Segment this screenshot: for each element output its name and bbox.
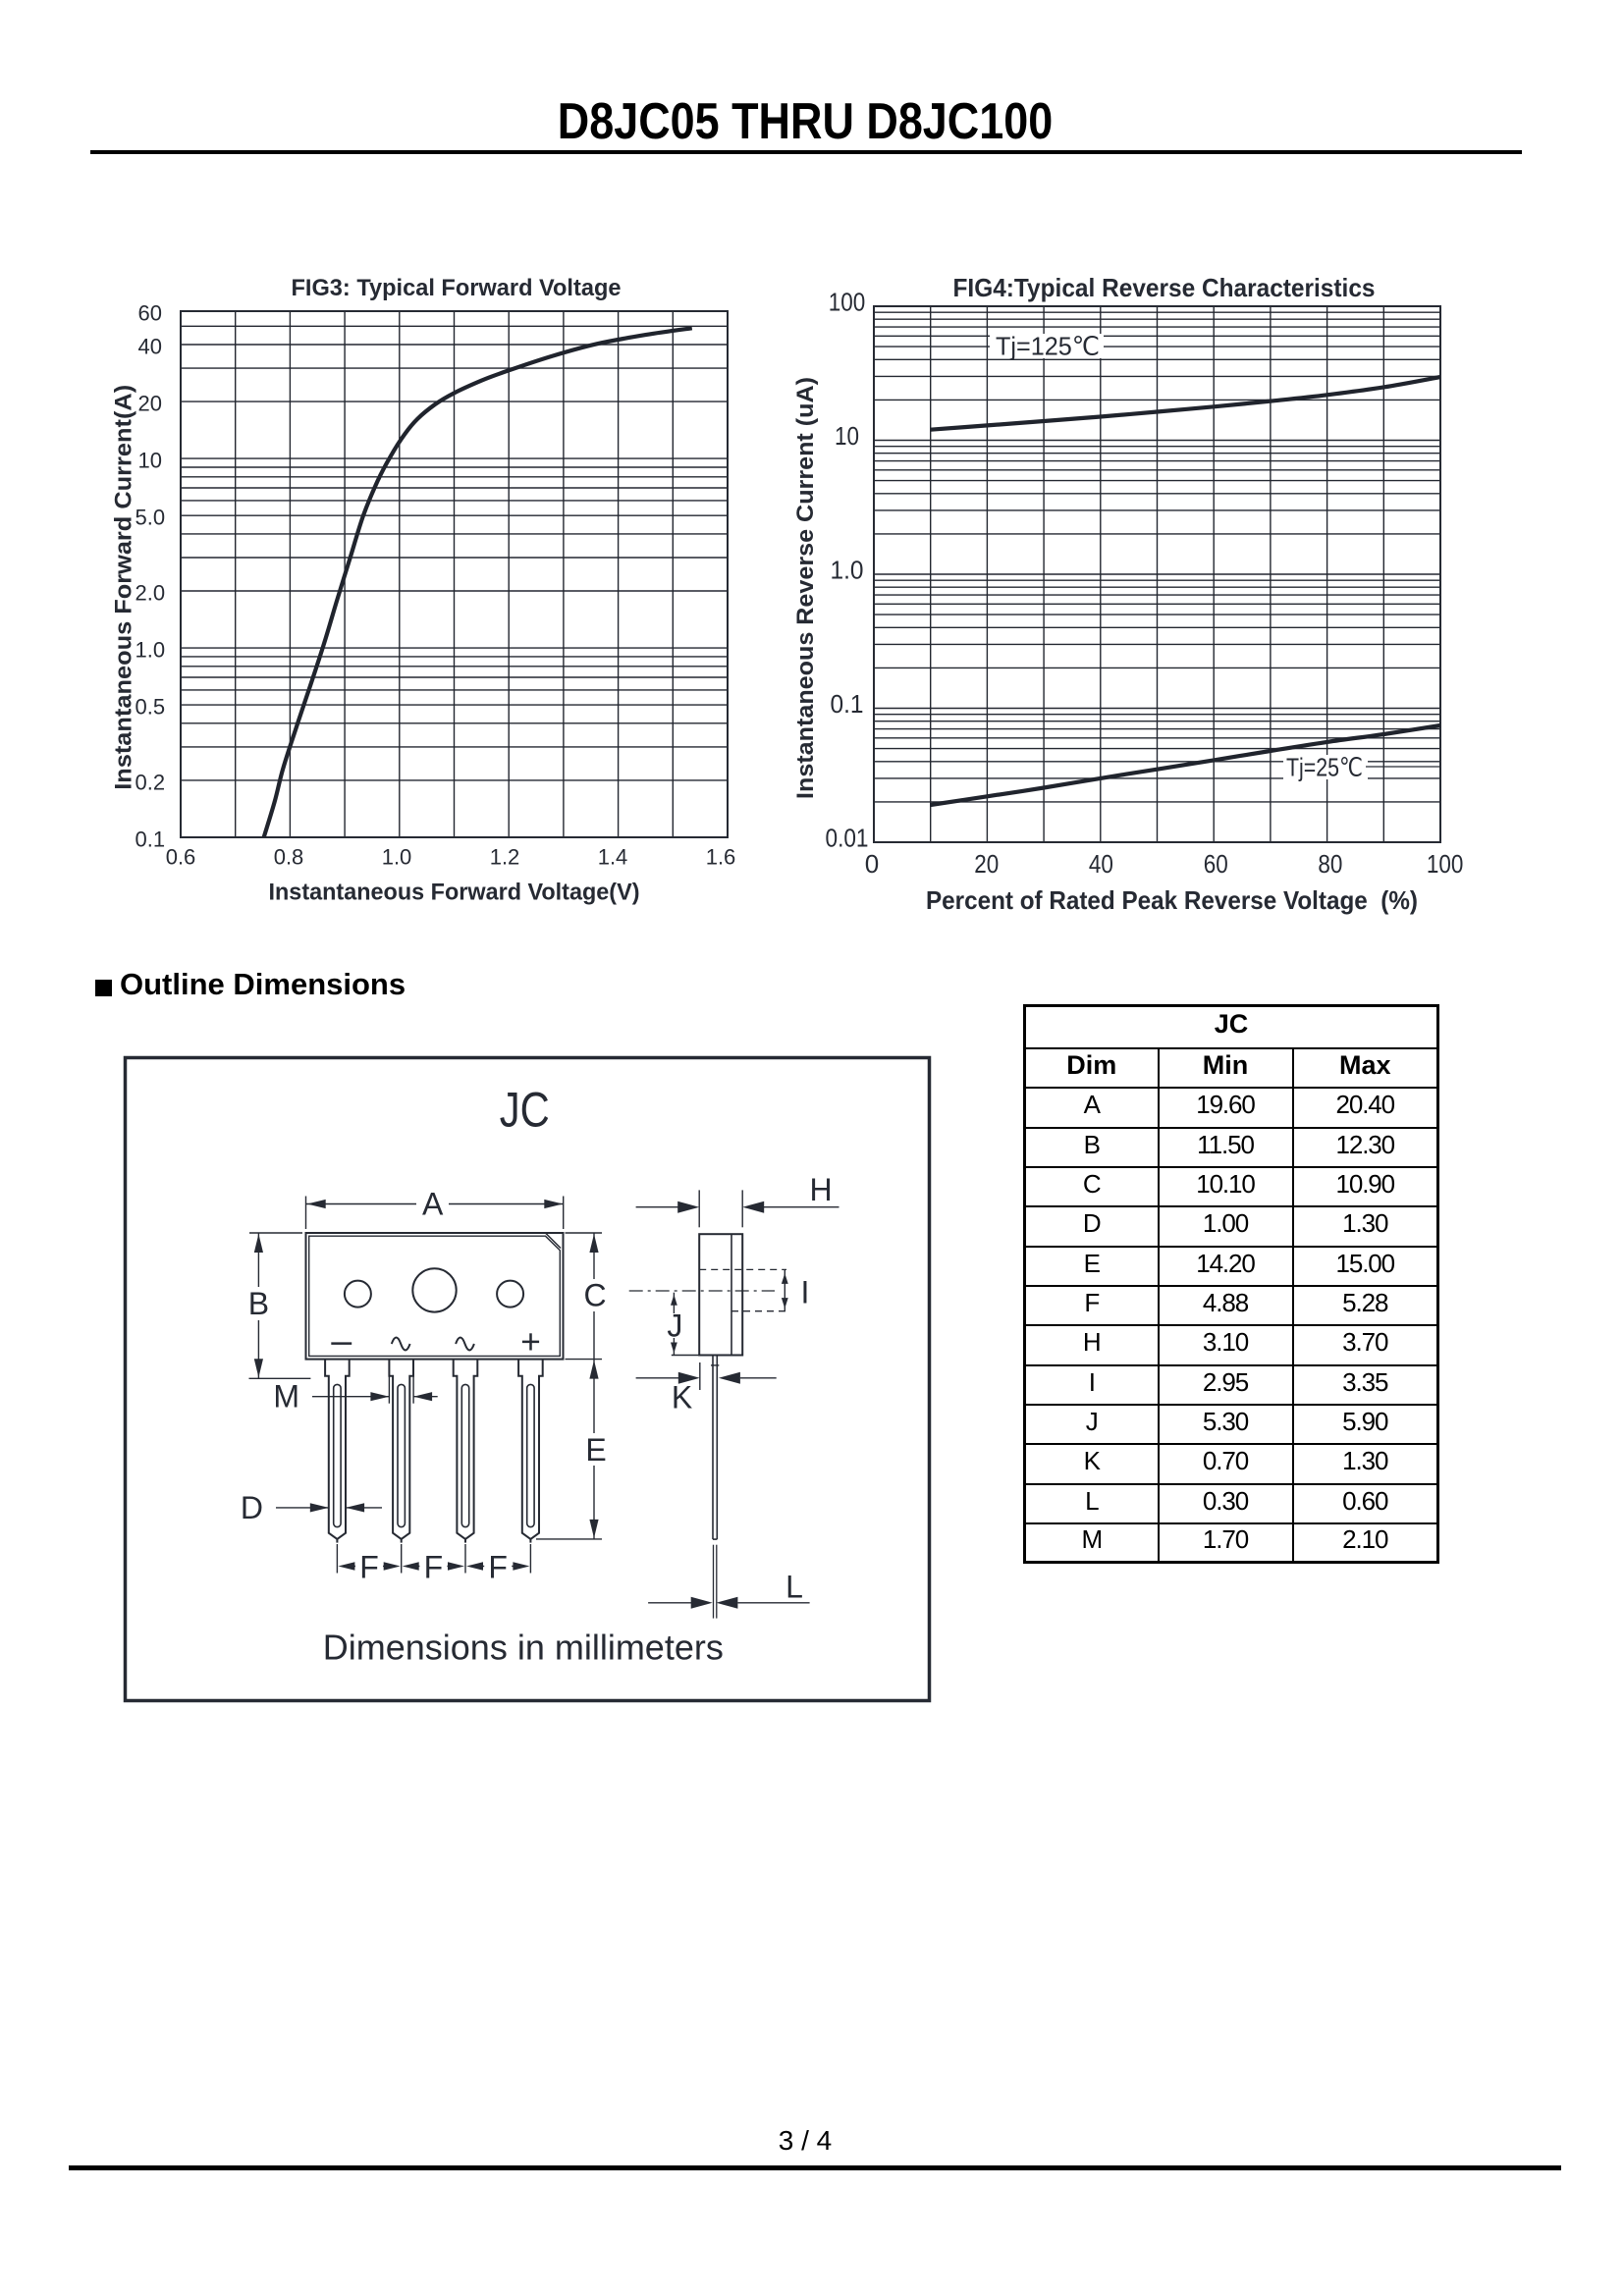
svg-text:FIG4:Typical Reverse Character: FIG4:Typical Reverse Characteristics (953, 273, 1376, 302)
svg-text:60: 60 (1204, 849, 1228, 879)
svg-text:F: F (488, 1550, 508, 1585)
svg-text:K: K (672, 1380, 692, 1415)
svg-text:Tj=125℃: Tj=125℃ (996, 332, 1100, 361)
svg-text:Instantaneous Forward Voltage(: Instantaneous Forward Voltage(V) (269, 880, 640, 906)
svg-text:Instantaneous Forward Current(: Instantaneous Forward Current(A) (111, 385, 137, 790)
svg-text:F: F (424, 1550, 444, 1585)
svg-text:100: 100 (829, 288, 866, 317)
svg-text:60: 60 (138, 301, 162, 326)
svg-text:40: 40 (138, 335, 162, 359)
svg-text:100: 100 (1427, 849, 1464, 879)
svg-text:20: 20 (974, 849, 999, 879)
svg-text:0.01: 0.01 (826, 824, 869, 853)
svg-text:20: 20 (138, 392, 162, 416)
svg-text:0.2: 0.2 (135, 770, 166, 794)
svg-text:2.0: 2.0 (135, 581, 166, 606)
svg-text:0.8: 0.8 (274, 845, 304, 870)
svg-text:A: A (422, 1187, 444, 1222)
svg-text:H: H (809, 1172, 832, 1207)
svg-text:0: 0 (865, 849, 879, 879)
svg-text:Dimensions in millimeters: Dimensions in millimeters (323, 1628, 724, 1668)
svg-text:10: 10 (835, 421, 859, 451)
svg-text:M: M (273, 1379, 299, 1415)
svg-text:1.0: 1.0 (135, 638, 166, 663)
svg-text:5.0: 5.0 (135, 506, 166, 530)
svg-text:0.5: 0.5 (135, 695, 166, 720)
svg-text:40: 40 (1089, 849, 1113, 879)
svg-text:B: B (248, 1286, 269, 1321)
svg-text:Percent of Rated Peak Reverse: Percent of Rated Peak Reverse Voltage (%… (926, 885, 1418, 915)
svg-text:80: 80 (1318, 849, 1342, 879)
svg-text:1.2: 1.2 (490, 845, 520, 870)
svg-text:F: F (359, 1550, 379, 1585)
svg-text:1.4: 1.4 (598, 845, 628, 870)
svg-text:D: D (241, 1490, 263, 1525)
svg-text:1.0: 1.0 (831, 556, 864, 585)
svg-text:C: C (583, 1277, 606, 1312)
svg-text:JC: JC (500, 1083, 550, 1138)
svg-text:0.6: 0.6 (166, 845, 196, 870)
svg-text:Tj=25℃: Tj=25℃ (1286, 753, 1363, 782)
svg-text:1.6: 1.6 (706, 845, 736, 870)
svg-text:Instantaneous Reverse Current: Instantaneous Reverse Current (uA) (792, 377, 819, 799)
svg-text:L: L (785, 1570, 803, 1605)
svg-text:FIG3: Typical Forward Voltage: FIG3: Typical Forward Voltage (292, 275, 622, 301)
svg-text:1.0: 1.0 (382, 845, 412, 870)
svg-text:10: 10 (138, 449, 162, 473)
svg-text:J: J (667, 1308, 682, 1344)
svg-text:0.1: 0.1 (135, 828, 166, 852)
svg-text:I: I (801, 1275, 810, 1310)
svg-text:0.1: 0.1 (831, 689, 864, 719)
svg-text:E: E (585, 1432, 606, 1468)
